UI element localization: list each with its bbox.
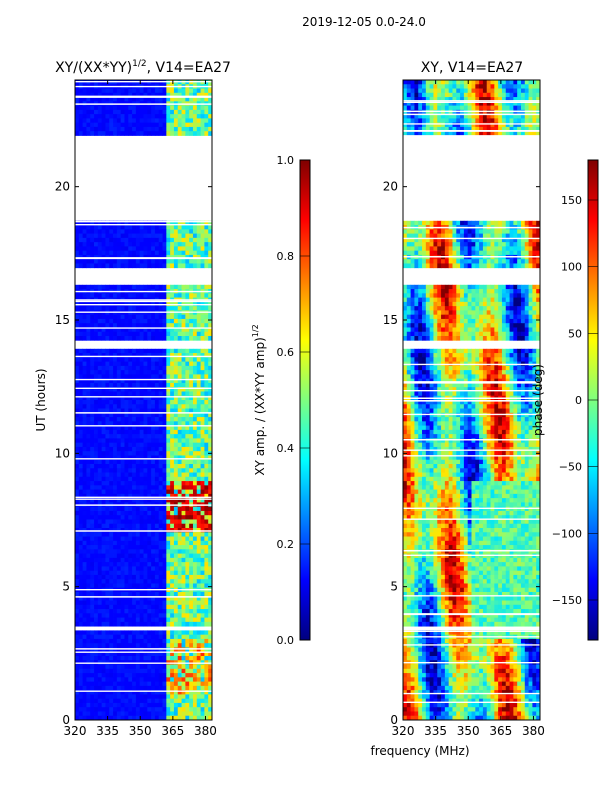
- colorbar-gradient: [299, 159, 311, 641]
- colorbar-tick-label: 0: [575, 394, 582, 407]
- x-tick-label: 335: [96, 724, 119, 738]
- colorbar-label-right: phase (deg): [531, 364, 545, 436]
- colorbar-tick-label: 100: [561, 261, 582, 274]
- colorbar-label-left: XY amp. / (XX*YY amp)1/2: [251, 324, 267, 475]
- colorbar-tick-label: 0.8: [277, 250, 295, 263]
- colorbar-tick-label: −100: [552, 527, 582, 540]
- y-tick-label: 15: [55, 313, 70, 327]
- plot-frame-left: [74, 79, 213, 721]
- heatmap-cells-right: [403, 80, 540, 720]
- x-tick-label: 335: [424, 724, 447, 738]
- y-tick-label: 10: [55, 446, 70, 460]
- shared-x-axis-label: frequency (MHz): [370, 744, 469, 758]
- x-tick-label: 365: [489, 724, 512, 738]
- panel-title-left: XY/(XX*YY)1/2, V14=EA27: [55, 59, 231, 76]
- panel-title-right: XY, V14=EA27: [421, 60, 523, 76]
- x-tick-label: 380: [522, 724, 545, 738]
- colorbar-tick-label: −150: [552, 594, 582, 607]
- x-tick-label: 350: [129, 724, 152, 738]
- colorbar-tick-label: 0.2: [277, 538, 295, 551]
- plot-frame-right: [402, 79, 541, 721]
- y-tick-label: 0: [390, 713, 398, 727]
- y-tick-label: 10: [383, 446, 398, 460]
- y-tick-label: 15: [383, 313, 398, 327]
- y-tick-label: 0: [62, 713, 70, 727]
- heatmap-panel-left: XY/(XX*YY)1/2, V14=EA27 320 335 350 365 380 0 5…: [34, 59, 311, 738]
- panels: XY/(XX*YY)1/2, V14=EA27 320 335 350 365 380 0 5…: [34, 59, 599, 738]
- colorbar-tick-label: 0.4: [277, 442, 295, 455]
- y-axis-label: UT (hours): [34, 368, 48, 431]
- x-tick-label: 320: [64, 724, 87, 738]
- colorbar-tick-label: −50: [559, 461, 582, 474]
- colorbar-tick-label: 1.0: [277, 154, 295, 167]
- colorbar-right: −150 −100 −50 0 50 100 150 phase (deg): [531, 159, 599, 641]
- y-tick-label: 5: [390, 580, 398, 594]
- x-tick-label: 320: [392, 724, 415, 738]
- colorbar-tick-label: 0.6: [277, 346, 295, 359]
- x-tick-label: 380: [194, 724, 217, 738]
- colorbar-tick-label: 150: [561, 194, 582, 207]
- heatmap-cells-left: [75, 80, 212, 720]
- colorbar-left: 0.0 0.2 0.4 0.6 0.8 1.0 XY amp. / (XX*YY amp)1…: [251, 154, 311, 647]
- y-tick-label: 20: [383, 180, 398, 194]
- y-tick-label: 5: [62, 580, 70, 594]
- y-tick-label: 20: [55, 180, 70, 194]
- figure-suptitle: 2019-12-05 0.0-24.0: [302, 15, 426, 29]
- colorbar-tick-label: 0.0: [277, 634, 295, 647]
- x-tick-label: 350: [457, 724, 480, 738]
- x-tick-label: 365: [161, 724, 184, 738]
- colorbar-tick-label: 50: [568, 327, 582, 340]
